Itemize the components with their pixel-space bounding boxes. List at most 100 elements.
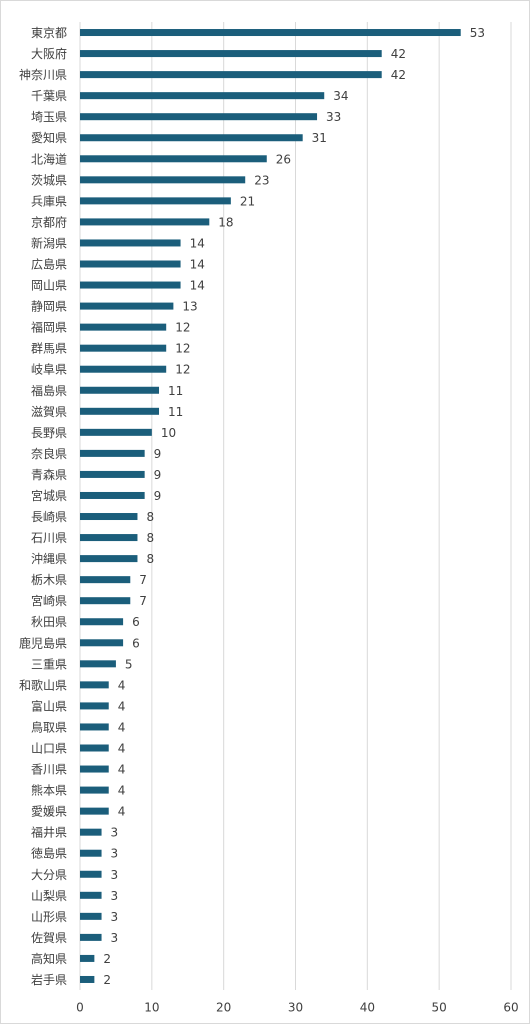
bar bbox=[80, 975, 95, 983]
x-tick-label: 60 bbox=[503, 1001, 518, 1015]
bar bbox=[80, 660, 116, 668]
y-tick-label: 和歌山県 bbox=[19, 677, 67, 692]
y-tick-label: 大阪府 bbox=[31, 46, 67, 61]
bar bbox=[80, 744, 109, 752]
data-label: 3 bbox=[111, 931, 119, 945]
y-tick-label: 山口県 bbox=[31, 742, 67, 756]
bar bbox=[80, 134, 303, 142]
bar bbox=[80, 386, 160, 394]
bar bbox=[80, 891, 102, 899]
bar bbox=[80, 407, 160, 415]
data-label: 7 bbox=[139, 573, 147, 587]
bar bbox=[80, 260, 181, 268]
y-tick-label: 新潟県 bbox=[31, 235, 67, 250]
y-tick-label: 大分県 bbox=[31, 868, 67, 882]
data-label: 14 bbox=[190, 279, 205, 293]
data-label: 12 bbox=[175, 342, 190, 356]
bar bbox=[80, 50, 382, 58]
data-label: 8 bbox=[146, 510, 154, 524]
data-label: 4 bbox=[118, 678, 126, 692]
data-label: 3 bbox=[111, 889, 119, 903]
data-label: 21 bbox=[240, 194, 255, 208]
bar bbox=[80, 576, 131, 584]
data-label: 10 bbox=[161, 426, 176, 440]
bar bbox=[80, 954, 95, 962]
bar bbox=[80, 513, 138, 521]
bar bbox=[80, 765, 109, 773]
data-label: 53 bbox=[470, 26, 485, 40]
data-label: 18 bbox=[218, 215, 233, 229]
bar bbox=[80, 344, 167, 352]
data-label: 4 bbox=[118, 805, 126, 819]
y-tick-label: 徳島県 bbox=[31, 846, 67, 861]
bar bbox=[80, 470, 145, 478]
data-label: 12 bbox=[175, 363, 190, 377]
data-label: 13 bbox=[182, 300, 197, 314]
data-label: 3 bbox=[111, 826, 119, 840]
y-tick-label: 愛知県 bbox=[31, 131, 67, 145]
y-tick-label: 宮崎県 bbox=[31, 593, 67, 608]
y-tick-label: 岩手県 bbox=[31, 972, 67, 987]
x-tick-label: 40 bbox=[360, 1001, 375, 1015]
bar bbox=[80, 92, 325, 100]
bar bbox=[80, 365, 167, 373]
data-label: 4 bbox=[118, 699, 126, 713]
y-tick-label: 愛媛県 bbox=[31, 805, 67, 819]
bar bbox=[80, 912, 102, 920]
data-label: 6 bbox=[132, 636, 140, 650]
bar bbox=[80, 155, 267, 163]
bar bbox=[80, 723, 109, 731]
data-label: 23 bbox=[254, 173, 269, 187]
data-label: 8 bbox=[146, 531, 154, 545]
bar bbox=[80, 555, 138, 563]
data-label: 42 bbox=[391, 47, 406, 61]
x-tick-label: 10 bbox=[144, 1001, 159, 1015]
bar bbox=[80, 323, 167, 331]
y-tick-label: 千葉県 bbox=[31, 89, 67, 103]
data-label: 2 bbox=[103, 973, 111, 987]
bar bbox=[80, 29, 461, 37]
data-label: 26 bbox=[276, 152, 291, 166]
y-tick-label: 静岡県 bbox=[31, 300, 67, 314]
y-tick-label: 鳥取県 bbox=[31, 719, 67, 734]
bar bbox=[80, 849, 102, 857]
data-label: 4 bbox=[118, 742, 126, 756]
data-label: 14 bbox=[190, 258, 205, 272]
data-label: 11 bbox=[168, 405, 183, 419]
y-tick-label: 栃木県 bbox=[31, 573, 67, 587]
data-label: 12 bbox=[175, 321, 190, 335]
bar bbox=[80, 639, 124, 647]
y-tick-label: 富山県 bbox=[31, 698, 67, 713]
bar bbox=[80, 681, 109, 689]
y-tick-label: 山形県 bbox=[31, 910, 67, 924]
y-tick-label: 秋田県 bbox=[31, 615, 67, 629]
x-tick-label: 50 bbox=[432, 1001, 447, 1015]
y-tick-label: 山梨県 bbox=[31, 889, 67, 903]
bar bbox=[80, 449, 145, 457]
y-tick-label: 群馬県 bbox=[31, 342, 67, 356]
data-label: 3 bbox=[111, 910, 119, 924]
y-tick-label: 東京都 bbox=[31, 26, 67, 40]
bar bbox=[80, 870, 102, 878]
y-tick-label: 広島県 bbox=[31, 257, 67, 272]
y-tick-label: 岐阜県 bbox=[31, 363, 67, 377]
y-tick-label: 宮城県 bbox=[31, 488, 67, 503]
bar bbox=[80, 702, 109, 710]
bar bbox=[80, 933, 102, 941]
y-tick-label: 埼玉県 bbox=[31, 110, 67, 124]
y-tick-label: 岡山県 bbox=[31, 279, 67, 293]
y-tick-label: 京都府 bbox=[31, 214, 67, 229]
x-tick-label: 0 bbox=[76, 1001, 84, 1015]
bar bbox=[80, 828, 102, 836]
x-tick-label: 30 bbox=[288, 1001, 303, 1015]
y-tick-label: 香川県 bbox=[31, 763, 67, 777]
data-label: 4 bbox=[118, 763, 126, 777]
y-tick-label: 福井県 bbox=[31, 825, 67, 840]
y-tick-label: 熊本県 bbox=[31, 783, 67, 798]
data-label: 9 bbox=[154, 447, 162, 461]
x-tick-label: 20 bbox=[216, 1001, 231, 1015]
y-tick-label: 青森県 bbox=[31, 467, 67, 482]
data-label: 3 bbox=[111, 868, 119, 882]
bar bbox=[80, 176, 246, 184]
